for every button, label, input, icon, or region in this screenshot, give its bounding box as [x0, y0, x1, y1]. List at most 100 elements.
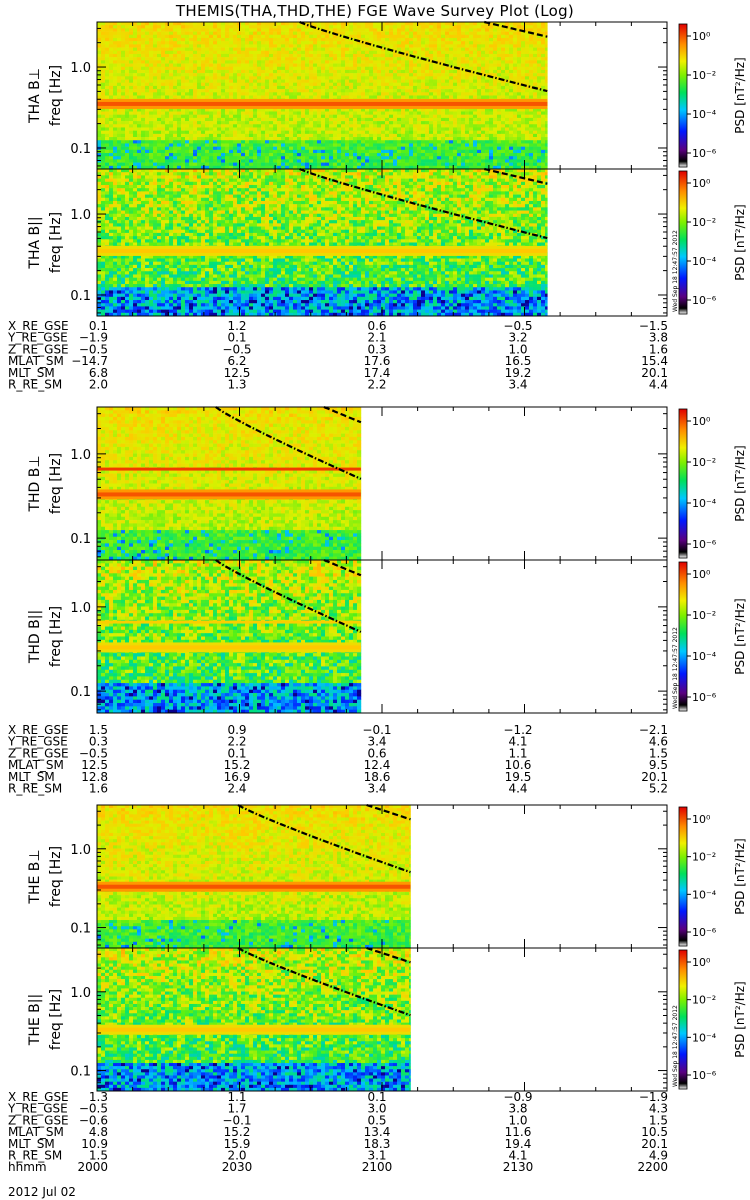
- spectrogram-cells: [97, 407, 362, 561]
- ephemeris-row-label: hhmm: [8, 1160, 47, 1174]
- gyrofrequency-trace-upper: [484, 167, 548, 185]
- ephemeris-value: 1.7: [227, 1102, 246, 1116]
- ephemeris-row-label: R_RE_SM: [8, 1149, 62, 1163]
- ephemeris-row-label: Z_RE_GSE: [8, 1113, 69, 1127]
- gyrofrequency-trace: [299, 167, 548, 240]
- ephemeris-row-label: MLAT_SM: [8, 758, 64, 772]
- ephemeris-value: −1.9: [79, 331, 108, 345]
- ephemeris-value: 20.1: [641, 770, 668, 784]
- ephemeris-value: 4.9: [649, 1149, 668, 1163]
- ephemeris-value: 3.4: [367, 782, 386, 796]
- colorbar-label: PSD [nT²/Hz]: [733, 838, 747, 914]
- colorbar-tick-label: 10⁰: [692, 30, 711, 43]
- ephemeris-value: 1.1: [508, 746, 527, 760]
- ephemeris-value: 17.6: [364, 354, 391, 368]
- colorbar-label: PSD [nT²/Hz]: [733, 57, 747, 133]
- y-axis-label: freq [Hz]: [48, 453, 64, 514]
- page-title: THEMIS(THA,THD,THE) FGE Wave Survey Plot…: [0, 2, 750, 20]
- panel-label: THD B||: [27, 610, 43, 664]
- colorbar-tick-label: 10⁻⁴: [692, 255, 717, 268]
- ephemeris-value: 19.5: [505, 770, 532, 784]
- ephemeris-value: 4.6: [649, 735, 668, 749]
- ephemeris-table-thd: X_RE_GSE 1.5 0.9 −0.1 −1.2 −2.1 Y_RE_GSE 0.3 2.2…: [7, 723, 668, 796]
- ephemeris-value: 4.8: [89, 1125, 108, 1139]
- ephemeris-row-label: R_RE_SM: [8, 378, 62, 392]
- gyrofrequency-trace: [237, 947, 411, 1017]
- ephemeris-row-label: Y_RE_GSE: [7, 1102, 68, 1116]
- colorbar: 10⁰ 10⁻² 10⁻⁴ 10⁻⁶ PSD [nT²/Hz]: [678, 408, 747, 559]
- spectrogram-cells: [97, 948, 411, 1092]
- ephemeris-value: 3.1: [367, 1149, 386, 1163]
- ephemeris-value: 2000: [77, 1160, 108, 1174]
- ephemeris-value: 0.3: [89, 735, 108, 749]
- colorbar-tick-label: 10⁻²: [692, 609, 716, 622]
- spectrogram-panel-the-par: 1.0 0.1 THE B|| freq [Hz]: [27, 946, 668, 1092]
- gyrofrequency-trace-upper: [366, 946, 411, 964]
- ephemeris-row-label: MLT_SM: [8, 770, 55, 784]
- x-axis-ticks: [96, 169, 668, 316]
- ephemeris-value: 4.3: [649, 1102, 668, 1116]
- date-label: 2012 Jul 02: [8, 1185, 76, 1199]
- colorbar-tick-label: 10⁻²: [692, 851, 716, 864]
- y-axis-label: freq [Hz]: [48, 989, 64, 1050]
- ephemeris-value: 0.9: [227, 723, 246, 737]
- wave-band-core: [97, 101, 548, 106]
- y-tick-label: 0.1: [70, 1065, 91, 1080]
- ephemeris-value: 3.4: [367, 735, 386, 749]
- ephemeris-value: 6.8: [89, 366, 108, 380]
- panel-label: THE B||: [27, 994, 43, 1046]
- x-axis-ticks: [96, 805, 668, 948]
- x-axis-ticks: [96, 407, 668, 560]
- ephemeris-value: 16.5: [505, 354, 532, 368]
- ephemeris-value: 0.6: [367, 319, 386, 333]
- colorbar-tick-label: 10⁻⁴: [692, 888, 717, 901]
- ephemeris-row-label: Z_RE_GSE: [8, 746, 69, 760]
- colorbar-tick-label: 10⁰: [692, 956, 711, 969]
- ephemeris-value: 2.0: [89, 378, 108, 392]
- colorbar-tick-label: 10⁻²: [692, 456, 716, 469]
- ephemeris-value: 18.6: [364, 770, 391, 784]
- ephemeris-value: 3.2: [508, 331, 527, 345]
- ephemeris-row-label: Z_RE_GSE: [8, 342, 69, 356]
- ephemeris-value: 1.5: [89, 1149, 108, 1163]
- ephemeris-value: 11.6: [505, 1125, 532, 1139]
- ephemeris-value: 1.2: [227, 319, 246, 333]
- ephemeris-value: −0.5: [79, 1102, 108, 1116]
- wave-band-core: [97, 492, 361, 497]
- colorbar-label: PSD [nT²/Hz]: [733, 204, 747, 280]
- timestamp-label: Wed Sep 18 12:47:57 2012: [672, 230, 679, 312]
- colorbar: 10⁰ 10⁻² 10⁻⁴ 10⁻⁶ PSD [nT²/Hz]: [678, 23, 747, 168]
- ephemeris-value: 20.1: [641, 1137, 668, 1151]
- gyrofrequency-trace: [215, 406, 362, 480]
- ephemeris-value: 20.1: [641, 366, 668, 380]
- wave-band-upper: [97, 467, 361, 471]
- wave-band-core: [97, 248, 548, 253]
- y-tick-label: 1.0: [70, 601, 91, 616]
- ephemeris-value: 0.1: [227, 746, 246, 760]
- gyrofrequency-trace-upper: [323, 558, 362, 577]
- panel-label: THA B||: [27, 216, 43, 269]
- colorbar-tick-label: 10⁻⁶: [692, 1069, 717, 1082]
- gyrofrequency-trace: [237, 804, 411, 874]
- ephemeris-value: 1.5: [649, 746, 668, 760]
- y-axis-ticks: [97, 174, 667, 314]
- x-axis-ticks: [96, 22, 668, 169]
- ephemeris-value: −0.1: [222, 1113, 251, 1127]
- ephemeris-value: 1.5: [649, 1113, 668, 1127]
- gyrofrequency-trace: [215, 559, 362, 633]
- ephemeris-value: −0.6: [79, 1113, 108, 1127]
- ephemeris-value: −0.5: [222, 342, 251, 356]
- ephemeris-value: 10.6: [505, 758, 532, 772]
- spectrogram-cells: [97, 169, 548, 317]
- ephemeris-value: 2.2: [367, 378, 386, 392]
- colorbar-tick-label: 10⁻²: [692, 216, 716, 229]
- ephemeris-row-label: MLT_SM: [8, 1137, 55, 1151]
- panel-label: THA B⊥: [27, 68, 43, 124]
- ephemeris-value: 6.2: [227, 354, 246, 368]
- y-tick-label: 1.0: [70, 61, 91, 76]
- y-axis-ticks: [97, 953, 667, 1089]
- y-axis-ticks: [97, 566, 667, 711]
- colorbar-tick-label: 10⁻⁶: [692, 294, 717, 307]
- ephemeris-row-label: X_RE_GSE: [8, 723, 69, 737]
- colorbar-tick-label: 10⁻⁴: [692, 1031, 717, 1044]
